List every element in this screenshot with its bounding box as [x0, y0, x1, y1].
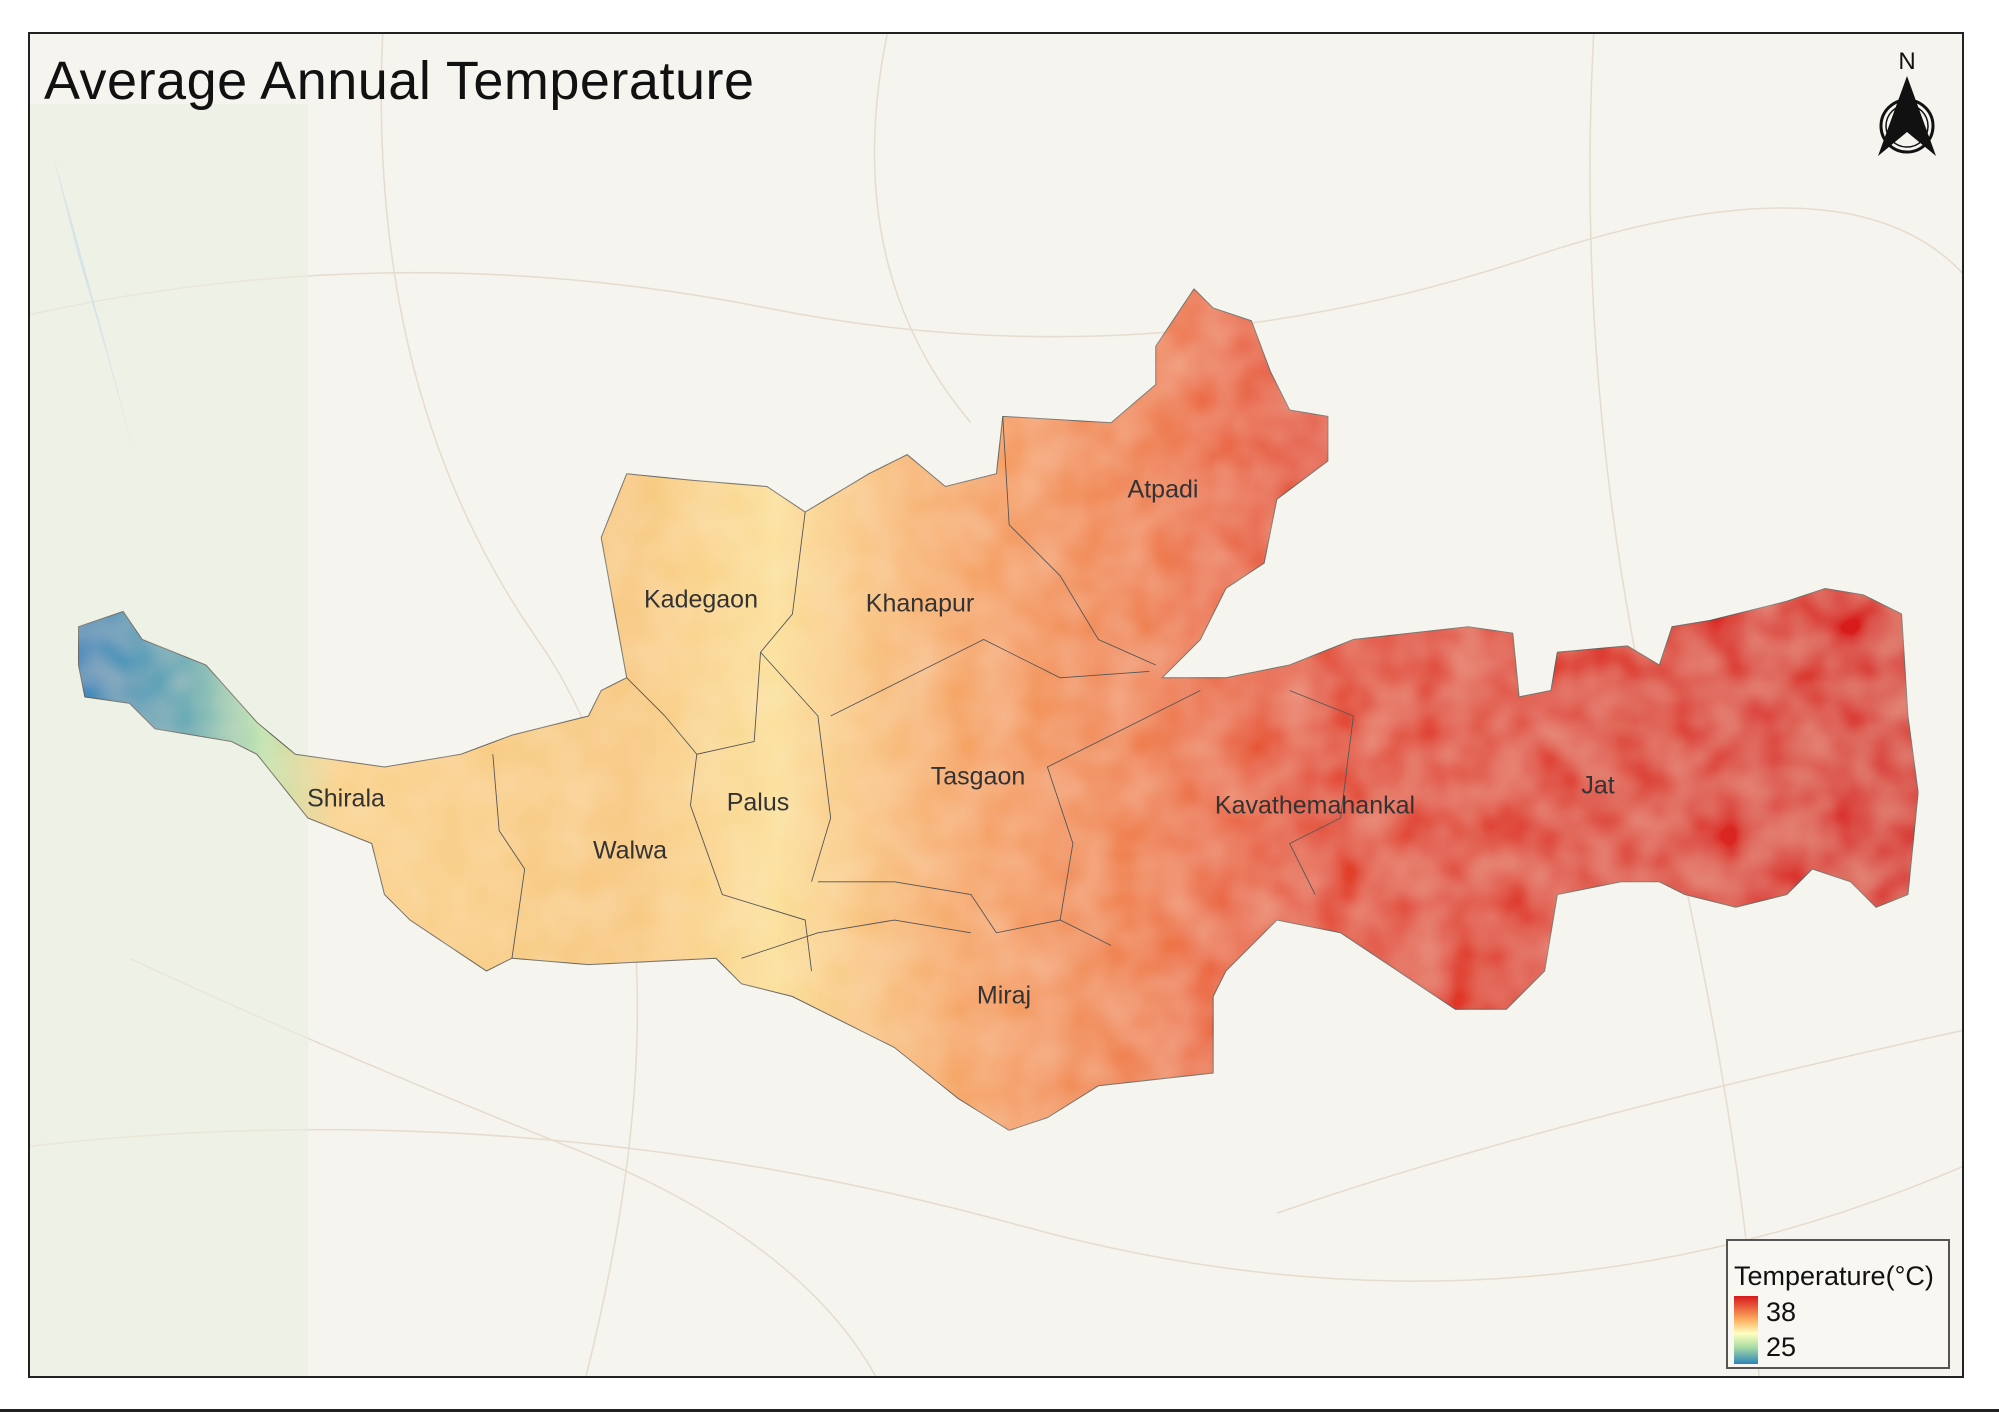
- district-label-kavathemahankal: Kavathemahankal: [1214, 791, 1416, 820]
- district-label-walwa: Walwa: [592, 836, 668, 865]
- map-title: Average Annual Temperature: [44, 51, 755, 111]
- legend: Temperature(°C) 38 25: [1726, 1239, 1950, 1369]
- district-label-kadegaon: Kadegaon: [643, 585, 759, 614]
- legend-max-value: 38: [1766, 1297, 1797, 1327]
- map-frame: Average Annual Temperature Atpadi Kadega…: [28, 32, 1964, 1378]
- district-label-palus: Palus: [726, 788, 790, 817]
- district-label-jat: Jat: [1581, 771, 1615, 800]
- north-label: N: [1898, 48, 1916, 75]
- district-label-tasgaon: Tasgaon: [930, 762, 1026, 791]
- north-arrow-icon: [1878, 76, 1936, 156]
- page-divider: [0, 1409, 1999, 1412]
- map-canvas[interactable]: [28, 32, 1964, 1378]
- district-label-khanapur: Khanapur: [865, 589, 975, 618]
- district-label-atpadi: Atpadi: [1127, 475, 1199, 504]
- district-label-miraj: Miraj: [976, 981, 1032, 1010]
- taluka-boundaries: [492, 416, 1354, 972]
- legend-title: Temperature(°C): [1734, 1261, 1934, 1291]
- legend-min-value: 25: [1766, 1332, 1797, 1362]
- district-temperature-raster[interactable]: [77, 288, 1919, 1131]
- legend-color-ramp: [1734, 1296, 1758, 1364]
- north-arrow: N: [1872, 48, 1942, 158]
- district-label-shirala: Shirala: [307, 784, 385, 813]
